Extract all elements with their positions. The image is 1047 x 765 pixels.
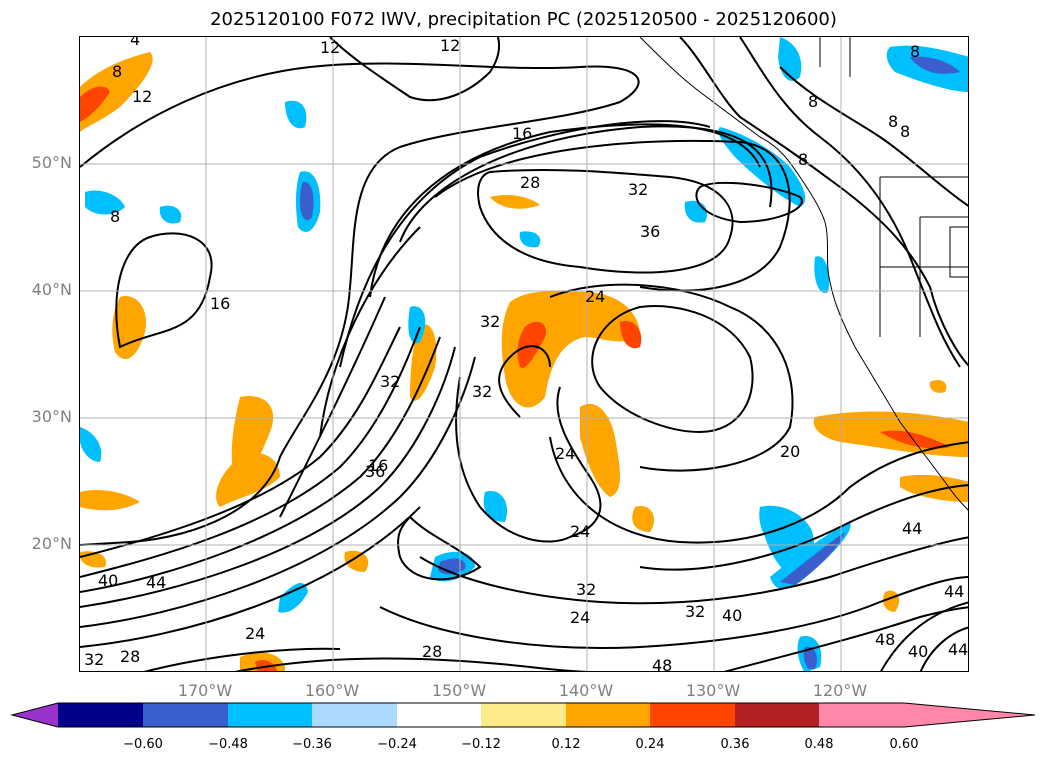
contour-label: 16 bbox=[210, 294, 230, 313]
contour-label: 44 bbox=[948, 640, 968, 659]
colorbar-tick: 0.36 bbox=[720, 737, 750, 752]
contour-label: 24 bbox=[585, 287, 605, 306]
contour-label: 40 bbox=[908, 642, 928, 661]
contour-label: 12 bbox=[440, 37, 460, 55]
contour-label: 32 bbox=[84, 650, 104, 669]
colorbar-bin bbox=[228, 703, 312, 727]
colorbar-lower-extend bbox=[12, 703, 58, 727]
contour-label: 8 bbox=[798, 150, 808, 169]
lon-label-130w: 130°W bbox=[685, 681, 741, 700]
lat-label-20n: 20°N bbox=[31, 534, 72, 553]
contour-label: 32 bbox=[472, 382, 492, 401]
contour-label: 32 bbox=[628, 180, 648, 199]
iwv-contours bbox=[80, 37, 968, 671]
contour-label: 48 bbox=[652, 656, 672, 672]
contour-label: 8 bbox=[110, 207, 120, 226]
contour-label: 8 bbox=[888, 112, 898, 131]
contour-label: 28 bbox=[520, 173, 540, 192]
map-title: 2025120100 F072 IWV, precipitation PC (2… bbox=[210, 9, 837, 30]
colorbar-tick: 0.12 bbox=[551, 737, 581, 752]
contour-label: 24 bbox=[555, 444, 575, 463]
contour-label: 16 bbox=[368, 456, 388, 475]
contour-label: 36 bbox=[640, 222, 660, 241]
colorbar-bin bbox=[566, 703, 650, 727]
contour-label: 48 bbox=[875, 630, 895, 649]
contour-label: 4 bbox=[130, 37, 140, 49]
colorbar-tick: −0.24 bbox=[377, 737, 417, 752]
contour-label: 16 bbox=[512, 124, 532, 143]
contour-label: 32 bbox=[380, 372, 400, 391]
colorbar bbox=[10, 702, 1036, 728]
lon-label-120w: 120°W bbox=[812, 681, 868, 700]
contour-label: 20 bbox=[780, 442, 800, 461]
contour-label: 28 bbox=[422, 642, 442, 661]
colorbar-bin bbox=[397, 703, 481, 727]
contour-label: 8 bbox=[910, 42, 920, 61]
contour-label: 40 bbox=[98, 571, 118, 590]
lat-label-30n: 30°N bbox=[31, 407, 72, 426]
contour-label: 28 bbox=[120, 647, 140, 666]
colorbar-bin bbox=[58, 703, 143, 727]
colorbar-tick: 0.60 bbox=[889, 737, 919, 752]
colorbar-bin bbox=[650, 703, 735, 727]
colorbar-bin bbox=[312, 703, 397, 727]
precip-negative-shading bbox=[80, 37, 968, 671]
lon-label-150w: 150°W bbox=[431, 681, 487, 700]
lon-label-170w: 170°W bbox=[177, 681, 233, 700]
lat-label-40n: 40°N bbox=[31, 280, 72, 299]
coastlines bbox=[639, 37, 968, 511]
colorbar-tick: 0.24 bbox=[635, 737, 665, 752]
graticule bbox=[80, 37, 968, 671]
contour-label: 44 bbox=[944, 582, 964, 601]
contour-label: 8 bbox=[808, 92, 818, 111]
contour-label: 32 bbox=[480, 312, 500, 331]
contour-label: 40 bbox=[722, 606, 742, 625]
map-panel: 4 8 12 12 12 8 16 28 32 36 16 8 24 32 32… bbox=[79, 36, 969, 672]
contour-label: 8 bbox=[112, 62, 122, 81]
colorbar-bin bbox=[735, 703, 819, 727]
colorbar-bin bbox=[481, 703, 566, 727]
contour-label: 24 bbox=[570, 608, 590, 627]
contour-label: 36 bbox=[365, 462, 385, 481]
colorbar-tick: 0.48 bbox=[804, 737, 834, 752]
colorbar-bin bbox=[143, 703, 228, 727]
colorbar-tick: −0.60 bbox=[123, 737, 163, 752]
lat-label-50n: 50°N bbox=[31, 153, 72, 172]
contour-labels: 4 8 12 12 12 8 16 28 32 36 16 8 24 32 32… bbox=[84, 37, 968, 672]
colorbar-bin bbox=[819, 703, 904, 727]
colorbar-tick: −0.48 bbox=[208, 737, 248, 752]
precip-positive-shading bbox=[80, 52, 968, 671]
contour-label: 44 bbox=[146, 573, 166, 592]
contour-label: 44 bbox=[902, 519, 922, 538]
colorbar-tick: −0.12 bbox=[461, 737, 501, 752]
contour-label: 12 bbox=[132, 87, 152, 106]
contour-label: 24 bbox=[245, 624, 265, 643]
contour-label: 12 bbox=[320, 38, 340, 57]
contour-label: 24 bbox=[570, 522, 590, 541]
contour-label: 32 bbox=[685, 602, 705, 621]
contour-label: 8 bbox=[900, 122, 910, 141]
contour-label: 32 bbox=[576, 580, 596, 599]
lon-label-160w: 160°W bbox=[304, 681, 360, 700]
colorbar-upper-extend bbox=[904, 703, 1035, 727]
lon-label-140w: 140°W bbox=[558, 681, 614, 700]
map-canvas: 4 8 12 12 12 8 16 28 32 36 16 8 24 32 32… bbox=[80, 37, 968, 672]
colorbar-tick: −0.36 bbox=[292, 737, 332, 752]
